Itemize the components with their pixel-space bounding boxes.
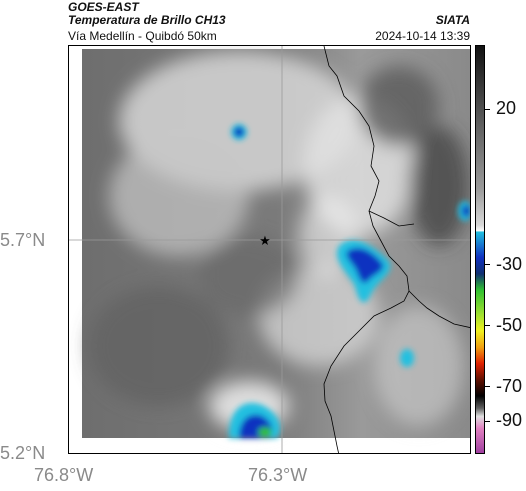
datetime-label: 2024-10-14 13:39: [375, 29, 470, 43]
boundary-line-east: [408, 290, 470, 328]
colorbar-tick: [485, 421, 490, 422]
route-subtitle: Vía Medellín - Quibdó 50km: [68, 29, 217, 43]
boundary-line-north: [368, 210, 415, 227]
lon-label-76.8: 76.8°W: [34, 465, 94, 485]
source-label: SIATA: [435, 13, 470, 27]
colorbar-label-minus-30: -30: [496, 254, 523, 274]
satellite-title: GOES-EAST: [68, 0, 139, 14]
imagery: [82, 49, 470, 438]
colorbar-tick: [485, 325, 490, 326]
lat-label-5.7: 5.7°N: [0, 230, 46, 250]
satellite-map: ★: [68, 45, 471, 454]
colorbar: [475, 45, 485, 454]
star-marker: ★: [259, 233, 271, 248]
lon-label-76.3: 76.3°W: [248, 465, 308, 485]
colorbar-label-minus-50: -50: [496, 315, 523, 335]
lat-label-5.2: 5.2°N: [0, 443, 46, 463]
map-canvas: ★: [69, 46, 470, 453]
product-title: Temperatura de Brillo CH13: [68, 13, 226, 27]
colorbar-tick: [485, 109, 490, 110]
boundary-line: [323, 46, 410, 453]
colorbar-label-minus-90: -90: [496, 410, 523, 430]
colorbar-label-minus-70: -70: [496, 376, 523, 396]
colorbar-tick: [485, 264, 490, 265]
colorbar-label-20: 20: [496, 98, 517, 118]
colorbar-tick: [485, 386, 490, 387]
